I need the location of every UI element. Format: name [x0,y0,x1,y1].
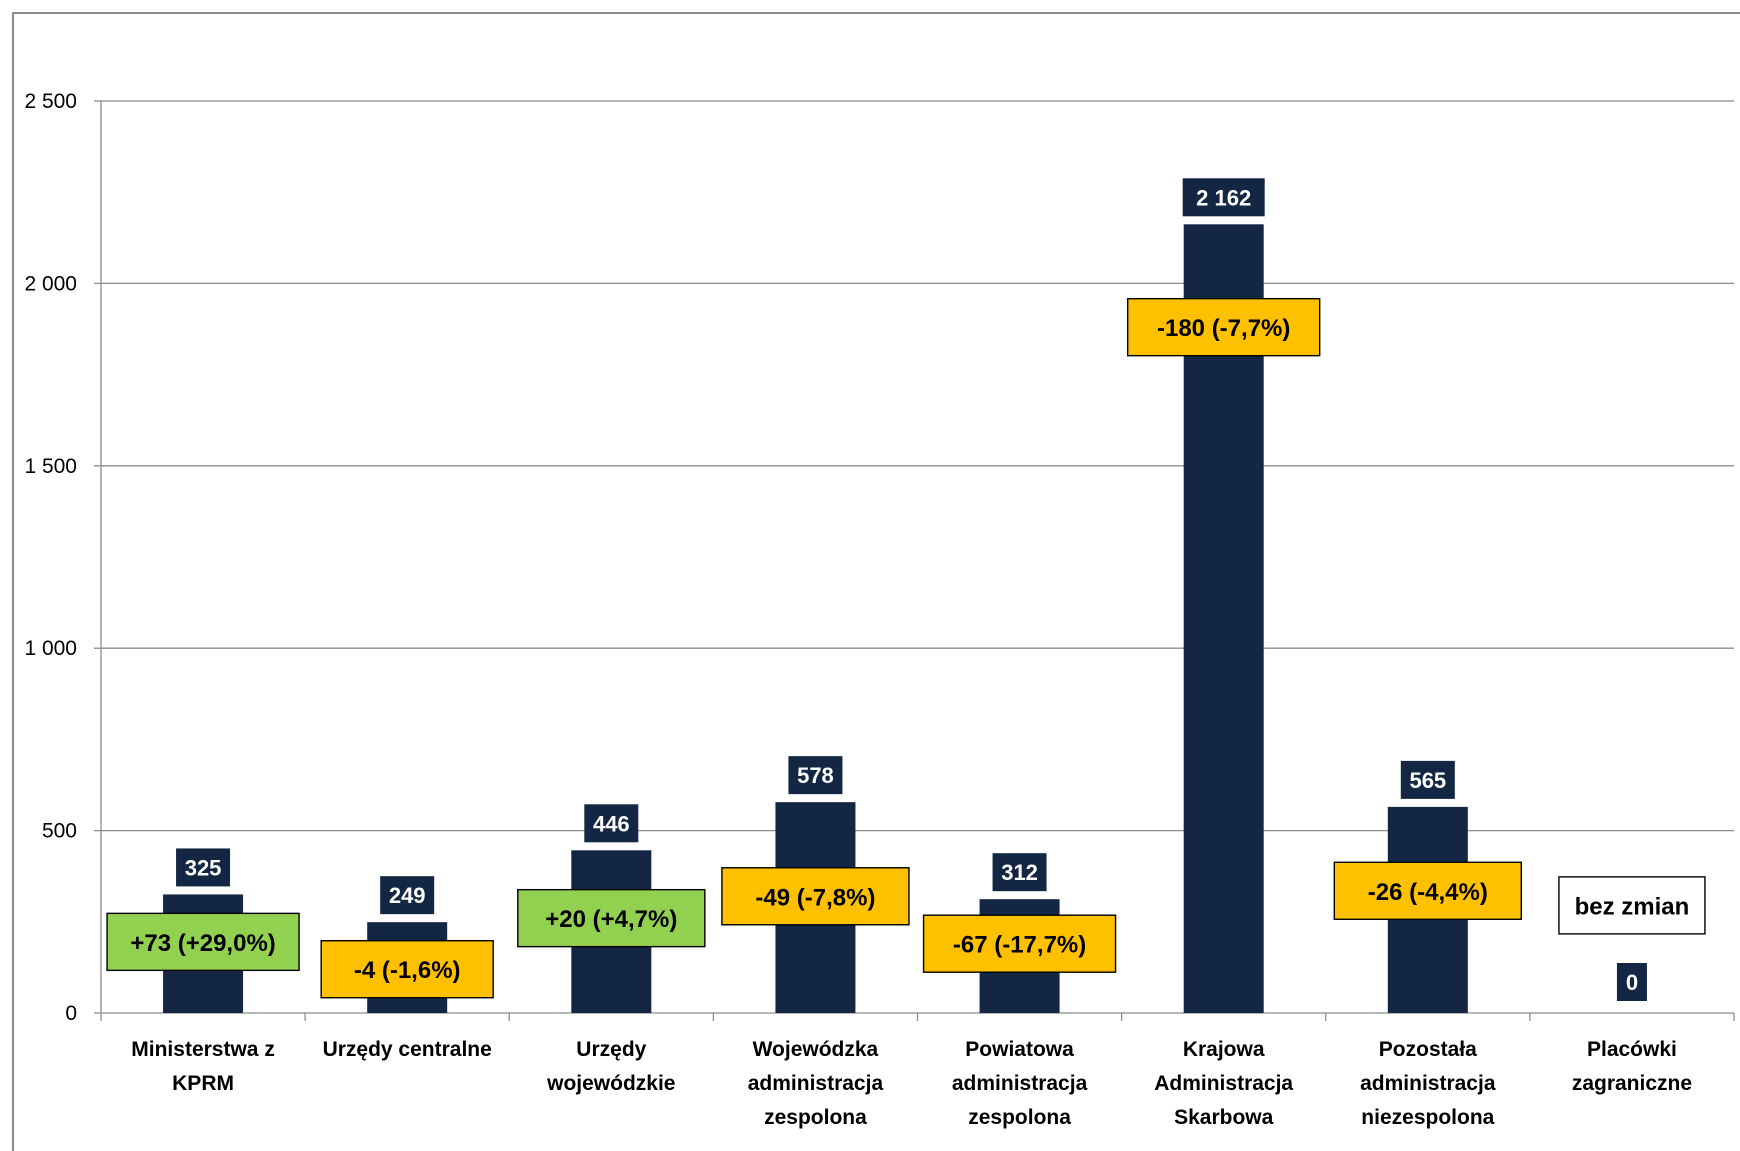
value-label-bg [1616,963,1647,1001]
labels: 325 +73 (+29,0%) Ministerstwa z KPRM 249 -4 (… [106,178,1706,1129]
category-label: zespolona [764,1106,867,1129]
value-label: 312 [1001,860,1038,885]
gridlines [101,100,1734,832]
value-label-bg [176,848,231,887]
change-label-box [1126,297,1321,357]
category-label: Pozostała [1379,1038,1477,1061]
value-label-bg [380,876,435,915]
change-label-box [1558,876,1706,935]
category-label: niezespolona [1361,1106,1494,1129]
change-label-box [1333,861,1523,920]
value-label-bg [584,804,639,843]
value-label: 2 162 [1196,185,1251,210]
change-label: +73 (+29,0%) [130,930,275,957]
category-label: wojewódzkie [546,1072,675,1095]
category-label: Administracja [1154,1072,1293,1095]
change-label: -4 (-1,6%) [354,957,461,984]
change-label: -180 (-7,7%) [1157,315,1290,342]
value-label-bg [1400,760,1455,799]
value-label-bg [788,756,843,795]
value-label-bg [1182,178,1265,217]
change-label-box [320,940,494,999]
category-label: Powiatowa [965,1038,1074,1061]
chart-frame [12,12,1740,1151]
category-label: zespolona [968,1106,1071,1129]
category-label: zagraniczne [1572,1072,1692,1095]
category-label: Urzędy [576,1038,646,1061]
change-label-box [922,914,1117,973]
value-label: 0 [1626,970,1638,995]
y-tick-label: 1 000 [24,637,77,660]
y-tick-label: 1 500 [24,455,77,478]
y-tick-label: 0 [65,1002,77,1025]
change-label-box [721,867,910,926]
y-tick-label: 2 000 [24,272,77,295]
value-label: 446 [593,811,630,836]
y-tick-label: 2 500 [24,90,77,113]
category-label: Placówki [1587,1038,1677,1061]
change-label: bez zmian [1575,893,1690,920]
value-label-bg [992,853,1047,892]
category-label: administracja [1360,1072,1496,1095]
change-label-box [517,888,706,948]
category-label: Wojewódzka [753,1038,879,1061]
category-label: KPRM [172,1072,234,1095]
value-label: 249 [389,883,426,908]
category-label: Skarbowa [1174,1106,1274,1129]
change-label: -67 (-17,7%) [953,932,1086,959]
change-label: +20 (+4,7%) [545,906,677,933]
category-label: Ministerstwa z [131,1038,275,1061]
value-label: 578 [797,763,834,788]
value-label: 325 [185,855,222,880]
category-label: administracja [748,1072,884,1095]
change-label: -49 (-7,8%) [755,884,875,911]
value-label: 565 [1409,768,1446,793]
change-label-box [106,912,300,972]
category-label: Urzędy centralne [323,1038,492,1061]
y-tick-label: 500 [42,820,77,843]
category-label: administracja [952,1072,1088,1095]
change-label: -26 (-4,4%) [1368,879,1488,906]
category-label: Krajowa [1183,1038,1265,1061]
